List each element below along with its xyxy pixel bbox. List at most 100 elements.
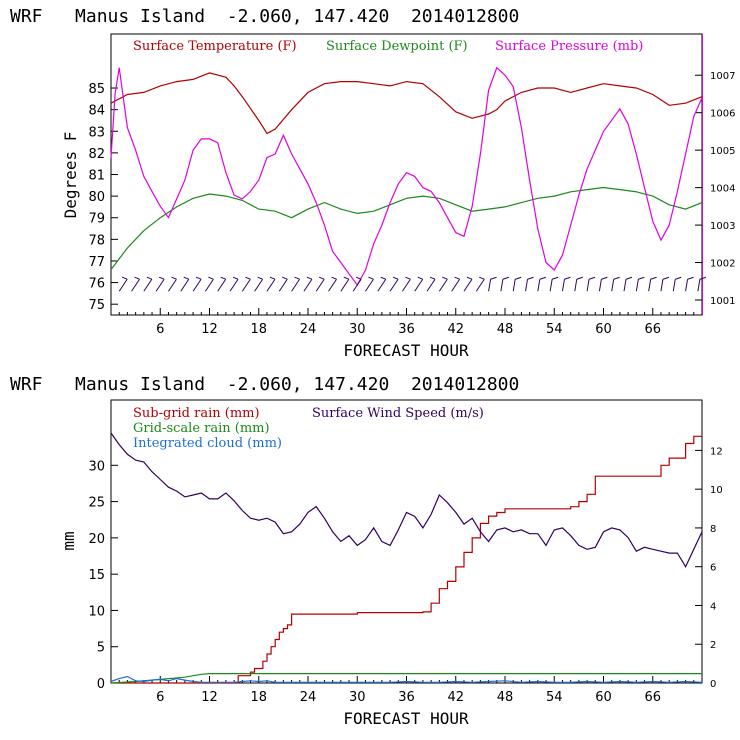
wind-barb <box>586 276 596 292</box>
wind-barb <box>315 276 325 292</box>
bottom-series-surface-wind-speed-m-s <box>110 432 703 568</box>
top-right-tick-label: 1002 <box>710 259 735 270</box>
bottom-series-lines <box>110 432 703 684</box>
wind-barb <box>512 276 522 292</box>
wind-barb <box>463 276 473 292</box>
bottom-right-ticks: 0 2 4 6 8 10 12 <box>695 446 723 690</box>
legend-surface-pressure: Surface Pressure (mb) <box>495 39 643 54</box>
wind-barb <box>340 276 350 292</box>
bottom-right-tick-label: 6 <box>710 563 716 574</box>
bottom-x-tick-label: 18 <box>250 690 267 705</box>
top-right-tick-label: 1003 <box>710 221 735 232</box>
bottom-series-sub-grid-rain-mm <box>111 435 702 684</box>
wind-barb <box>278 276 288 292</box>
legend-surface-temperature: Surface Temperature (F) <box>133 39 297 54</box>
bottom-y-tick-label: 10 <box>88 604 105 619</box>
top-y-tick-label: 80 <box>88 190 105 205</box>
top-series-surface-dewpoint-f <box>110 186 703 270</box>
legend-sub-grid-rain: Sub-grid rain (mm) <box>133 406 260 421</box>
wind-barb <box>131 276 140 292</box>
top-right-tick-label: 1006 <box>710 109 735 120</box>
top-right-tick-label: 1005 <box>710 146 735 157</box>
legend-integrated-cloud: Integrated cloud (mm) <box>133 436 282 451</box>
wind-barb <box>685 276 694 292</box>
top-right-tick-label: 1001 <box>710 296 735 307</box>
wind-barb <box>426 276 436 292</box>
top-y-tick-label: 81 <box>88 169 105 184</box>
bottom-x-tick-label: 66 <box>644 690 661 705</box>
wind-barb <box>660 276 670 292</box>
bottom-right-tick-label: 2 <box>710 640 716 651</box>
wind-barb <box>241 276 251 292</box>
top-right-ticks: 1001 1002 1003 1004 1005 1006 1007 <box>695 71 735 307</box>
bottom-x-ticks: 6 12 18 24 30 36 42 48 54 60 66 <box>118 676 695 705</box>
bottom-x-axis-label: FORECAST HOUR <box>343 709 469 728</box>
wind-barb <box>180 276 190 292</box>
top-plot-frame <box>110 33 703 316</box>
wind-barb <box>623 276 633 292</box>
wind-barb <box>389 276 399 292</box>
wind-barb <box>328 276 337 292</box>
top-y-axis-label: Degrees F <box>61 132 80 219</box>
wind-barb <box>192 276 202 292</box>
wind-barb <box>217 276 227 292</box>
bottom-y-tick-label: 20 <box>88 532 105 547</box>
wind-barb <box>229 276 239 292</box>
wind-barb <box>635 276 645 292</box>
bottom-x-tick-label: 48 <box>497 690 514 705</box>
top-x-axis-label: FORECAST HOUR <box>343 341 469 360</box>
wind-barb <box>414 276 424 292</box>
wind-barb <box>438 276 448 292</box>
wind-barb <box>401 276 411 292</box>
wind-barb <box>574 276 583 292</box>
wind-barb <box>155 276 165 292</box>
bottom-chart-title: WRF Manus Island -2.060, 147.420 2014012… <box>10 374 519 395</box>
bottom-x-tick-label: 6 <box>156 690 164 705</box>
bottom-x-tick-label: 30 <box>349 690 366 705</box>
top-right-tick-label: 1004 <box>710 184 735 195</box>
top-y-tick-label: 84 <box>88 104 105 119</box>
top-y-tick-label: 76 <box>88 277 105 292</box>
top-right-tick-label: 1007 <box>710 71 735 82</box>
top-y-tick-label: 85 <box>88 82 105 97</box>
top-x-tick-label: 66 <box>644 322 661 337</box>
legend-surface-wind-speed: Surface Wind Speed (m/s) <box>312 406 484 421</box>
bottom-x-tick-label: 54 <box>546 690 563 705</box>
bottom-right-tick-label: 0 <box>710 679 716 690</box>
bottom-y-ticks: 0 5 10 15 20 25 30 <box>88 459 118 692</box>
top-y-tick-label: 83 <box>88 125 105 140</box>
bottom-x-tick-label: 12 <box>201 690 218 705</box>
bottom-x-tick-label: 36 <box>398 690 415 705</box>
top-x-tick-label: 36 <box>398 322 415 337</box>
wind-barb <box>648 276 657 292</box>
top-series-surface-pressure-mb <box>110 66 703 287</box>
top-x-tick-label: 6 <box>156 322 164 337</box>
bottom-right-tick-label: 10 <box>710 485 723 496</box>
bottom-right-tick-label: 12 <box>710 446 723 457</box>
top-x-ticks: 6 12 18 24 30 36 42 48 54 60 66 <box>118 308 695 337</box>
top-x-tick-label: 24 <box>300 322 317 337</box>
top-x-tick-label: 18 <box>250 322 267 337</box>
wind-barb <box>352 276 362 292</box>
bottom-right-tick-label: 8 <box>710 524 716 535</box>
wind-barb <box>291 276 300 292</box>
bottom-x-tick-label: 60 <box>595 690 612 705</box>
top-chart-title: WRF Manus Island -2.060, 147.420 2014012… <box>10 6 519 27</box>
legend-grid-scale-rain: Grid-scale rain (mm) <box>133 421 270 436</box>
top-x-tick-label: 42 <box>447 322 464 337</box>
top-series-surface-temperature-f <box>110 72 703 135</box>
top-x-tick-label: 30 <box>349 322 366 337</box>
wind-barb <box>549 276 559 292</box>
wind-barb <box>266 276 276 292</box>
wind-barbs-row <box>118 276 707 292</box>
top-series-lines <box>110 66 703 287</box>
top-x-tick-label: 60 <box>595 322 612 337</box>
wind-barb <box>143 276 153 292</box>
legend-surface-dewpoint: Surface Dewpoint (F) <box>326 39 468 54</box>
bottom-y-tick-label: 15 <box>88 568 105 583</box>
top-x-tick-label: 48 <box>497 322 514 337</box>
bottom-x-tick-label: 24 <box>300 690 317 705</box>
wind-barb <box>598 276 608 292</box>
top-x-tick-label: 54 <box>546 322 563 337</box>
